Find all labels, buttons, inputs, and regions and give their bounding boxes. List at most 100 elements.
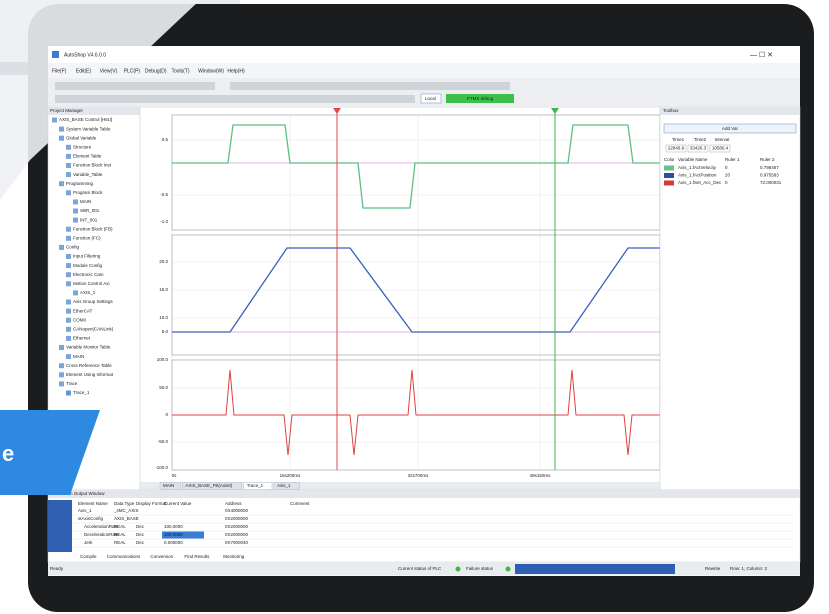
tree-icon	[66, 235, 71, 241]
tree-item[interactable]: EtherCAT	[73, 308, 93, 313]
cell: AXIS_BASE	[114, 516, 139, 521]
tree-item[interactable]: Function Block Inst	[73, 163, 112, 168]
trace-tab[interactable]	[243, 482, 273, 490]
time-value: 33426.3	[690, 146, 707, 151]
tree-item[interactable]: System Variable Table	[66, 126, 111, 131]
cell: 0	[725, 165, 728, 170]
toolbar-icons	[230, 82, 510, 90]
local-box[interactable]	[420, 93, 442, 104]
time-box	[665, 144, 687, 153]
y-label: 5.0	[162, 329, 169, 334]
add-var-button[interactable]	[663, 123, 797, 134]
cell: 0.798467	[760, 165, 779, 170]
row-header-column	[48, 500, 72, 552]
tree-item[interactable]: Trace	[66, 381, 78, 386]
menu-item[interactable]: Edit(E)	[76, 68, 92, 74]
tree-item[interactable]: Electronic Cam	[73, 272, 104, 277]
y-label: 100.0	[157, 357, 169, 362]
menu-item[interactable]: Tools(T)	[172, 68, 190, 74]
tree-item[interactable]: Cross Reference Table	[66, 363, 112, 368]
tree-item[interactable]: SBR_001	[80, 208, 100, 213]
output-tab[interactable]: Conversion	[150, 554, 173, 559]
tree-item[interactable]: Config	[66, 245, 80, 250]
tree-item[interactable]: INT_001	[80, 217, 98, 222]
trace-tab[interactable]	[273, 482, 300, 490]
tree-icon	[73, 290, 78, 296]
tree-item[interactable]: Variable_Table	[73, 172, 103, 177]
velocity-trace	[172, 124, 660, 209]
menu-item[interactable]: Debug(D)	[145, 68, 167, 74]
tree-item[interactable]: Program Block	[73, 190, 103, 195]
status-plc: Current status of PLC	[398, 566, 442, 571]
tree-item[interactable]: Function Block (FB)	[73, 226, 113, 231]
trace-tab[interactable]	[182, 482, 242, 490]
output-tab[interactable]: Compile	[80, 554, 97, 559]
time-value: 22846.9	[668, 146, 685, 151]
accel-trace	[172, 369, 660, 456]
time-value: 10580.4	[712, 146, 729, 151]
cell: 0X7000040	[225, 540, 249, 545]
tree-icon	[73, 217, 78, 223]
tree-item[interactable]: Element Table	[73, 154, 102, 159]
tree-icon	[66, 281, 71, 287]
tree-item[interactable]: COM0	[73, 317, 86, 322]
menu-item[interactable]: File(F)	[52, 68, 67, 74]
y-label: 15.0	[159, 287, 168, 292]
tree-item[interactable]: MAIN	[73, 354, 84, 359]
tree-item[interactable]: CANopen(CANLink)	[73, 326, 114, 331]
menu-item[interactable]: Help(H)	[227, 68, 245, 74]
tree-item[interactable]: AXIS_1	[80, 290, 96, 295]
title-bar	[48, 46, 800, 63]
tree-item[interactable]: AXIS_BASE Control [H5U]	[59, 117, 112, 122]
y-label: 0.5	[162, 137, 169, 142]
time-box	[687, 144, 709, 153]
cell: 100.0000	[164, 524, 183, 529]
tree-item[interactable]: Element Using Informat	[66, 372, 114, 377]
tree-icon	[59, 345, 64, 350]
toolbar-icons	[55, 95, 415, 103]
tree-item[interactable]: Programming	[66, 181, 94, 186]
menu-item[interactable]: PLC(P)	[124, 68, 141, 74]
trace-tab-label: AXIS_BASE_FB(Axis0)	[185, 483, 233, 488]
tree-item[interactable]: Input Filtering	[73, 254, 101, 259]
cell: 0X2000000	[225, 532, 249, 537]
tree-icon	[59, 381, 64, 387]
tree-item[interactable]: Motion Control Axi	[73, 281, 110, 286]
tree-item[interactable]: MAIN	[80, 199, 91, 204]
cell: Dec	[136, 532, 145, 537]
x-label: 49s150ms	[530, 473, 552, 478]
tree-item[interactable]: Trace_1	[73, 390, 90, 395]
state-box	[446, 94, 514, 103]
tree-item[interactable]: Global Variable	[66, 135, 97, 140]
tree-icon	[73, 199, 78, 205]
toolbox-panel	[659, 106, 801, 491]
cell: 0X2000000	[225, 516, 249, 521]
tree-icon	[66, 144, 71, 150]
tree-item[interactable]: Module Config	[73, 263, 103, 268]
output-tab[interactable]: Communications	[107, 554, 141, 559]
output-tab[interactable]: Find Results	[184, 554, 210, 559]
tree-item[interactable]: Variable Monitor Table	[66, 345, 111, 350]
tree-item[interactable]: Ethernet	[73, 336, 91, 341]
tree-icon	[66, 317, 71, 323]
column-header: Element Name	[78, 501, 108, 506]
tree-icon	[52, 117, 57, 123]
trace-tab[interactable]	[159, 482, 181, 490]
cell: Axis_1.fActVelocity	[678, 165, 717, 170]
menu-item[interactable]: Window(W)	[198, 68, 224, 74]
y-label: -100.0	[155, 465, 168, 470]
tree-item[interactable]: Axis Group Settings	[73, 299, 114, 304]
output-tab[interactable]: Monitoring	[223, 554, 245, 559]
tree-item[interactable]: Structure	[73, 144, 92, 149]
tree-item[interactable]: Function (FC)	[73, 235, 101, 240]
ruler-2-handle[interactable]	[551, 108, 559, 114]
cell: Axis_1.fActPosition	[678, 173, 717, 178]
trace-tab-label: Axis_1	[277, 483, 291, 488]
cell: 0.975583	[760, 173, 779, 178]
column-header: Variable Name	[678, 157, 708, 162]
column-header: Color	[664, 157, 675, 162]
cell: AccelerationRate	[84, 524, 119, 529]
menu-item[interactable]: View(V)	[100, 68, 118, 74]
ruler-1-handle[interactable]	[333, 108, 341, 114]
tree-icon	[66, 226, 71, 232]
